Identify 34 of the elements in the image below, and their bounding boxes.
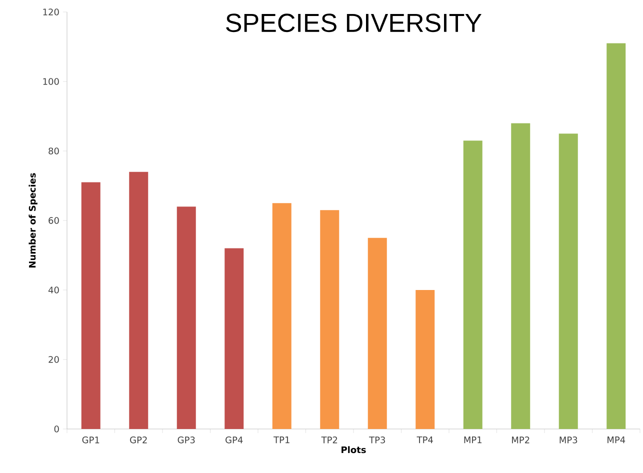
- x-tick-label: TP2: [321, 436, 338, 444]
- x-tick-label: MP4: [608, 436, 626, 444]
- x-tick-label: MP2: [512, 436, 530, 444]
- x-tick-label: MP1: [464, 436, 482, 444]
- y-tick-label: 120: [43, 8, 59, 16]
- bar: [558, 134, 578, 429]
- bar: [272, 203, 292, 429]
- bar: [320, 210, 340, 429]
- y-tick-label: 100: [43, 78, 59, 85]
- bar: [368, 238, 387, 429]
- x-tick-label: GP4: [226, 436, 243, 444]
- x-tick-label: TP3: [369, 436, 385, 444]
- x-tick-label: GP3: [178, 436, 195, 444]
- x-tick-label: TP1: [274, 436, 290, 444]
- y-tick-label: 0: [54, 426, 59, 432]
- chart-title: SPECIES DIVERSITY: [226, 14, 482, 32]
- y-tick-label: 20: [48, 356, 59, 363]
- x-tick-label: GP2: [130, 436, 147, 444]
- bar: [224, 248, 244, 429]
- bar: [463, 140, 482, 429]
- x-tick-label: TP4: [416, 436, 433, 444]
- bar: [81, 182, 100, 429]
- x-tick-label: GP1: [82, 436, 100, 444]
- bar: [416, 290, 435, 429]
- x-axis-title: Plots: [342, 446, 366, 454]
- y-tick-label: 40: [48, 286, 59, 294]
- bar: [606, 43, 626, 429]
- bar: [176, 206, 196, 429]
- bar: [129, 172, 148, 429]
- y-axis-title: Number of Species: [28, 173, 38, 268]
- x-tick-label: MP3: [560, 436, 578, 444]
- y-tick-label: 80: [48, 148, 59, 154]
- y-tick-label: 60: [48, 217, 59, 224]
- bar: [511, 123, 530, 429]
